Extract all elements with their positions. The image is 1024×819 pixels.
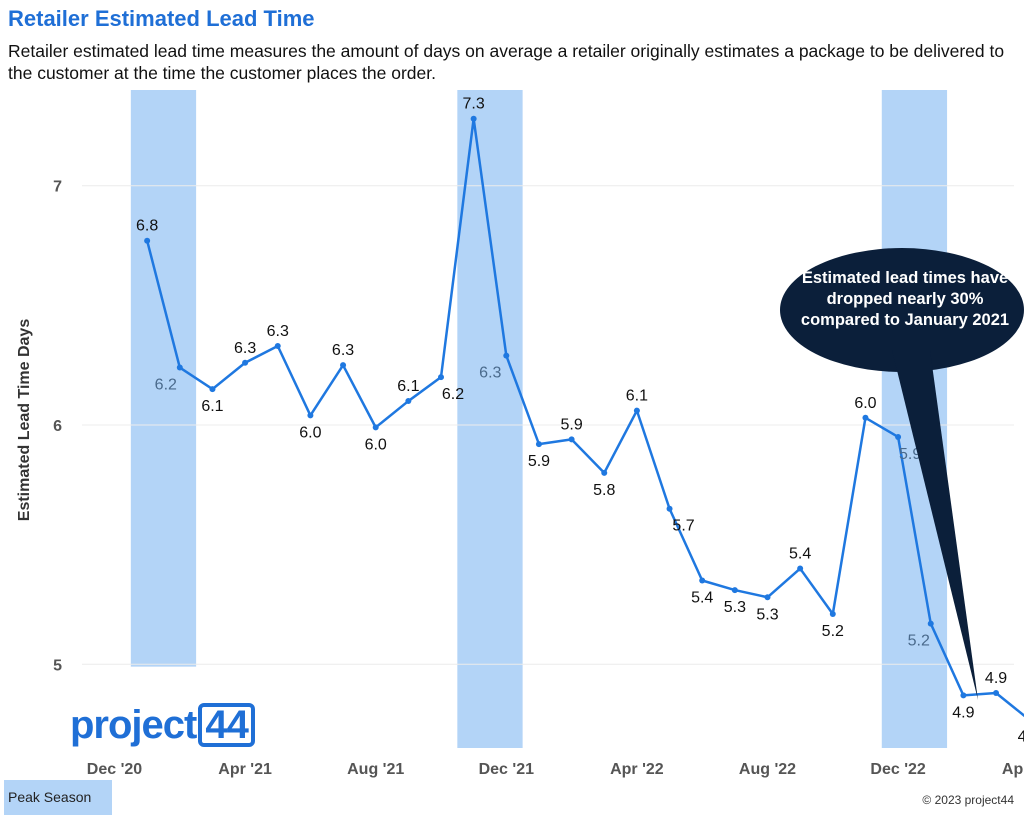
x-tick-label: Dec '21 [479, 761, 535, 778]
data-point [764, 594, 771, 601]
data-point [209, 386, 216, 393]
y-axis-label: Estimated Lead Time Days [16, 319, 33, 522]
data-label: 5.9 [560, 416, 582, 433]
data-point [340, 362, 347, 369]
data-label: 6.1 [626, 388, 648, 405]
data-label: 6.0 [299, 424, 321, 441]
data-point [960, 692, 967, 699]
data-label: 7.3 [463, 96, 485, 113]
x-tick-label: Apr '21 [218, 761, 272, 778]
data-label: 5.4 [789, 546, 811, 563]
copyright: © 2023 project44 [922, 793, 1014, 807]
data-label: 5.9 [899, 446, 921, 463]
y-tick-label: 7 [53, 179, 62, 196]
peak-season-band [457, 90, 523, 748]
data-label: 5.7 [672, 518, 694, 535]
y-tick-label: 5 [53, 657, 62, 674]
data-label: 4.9 [952, 704, 974, 721]
series-line [145, 117, 1024, 718]
data-point [699, 577, 706, 584]
x-tick-label: Dec '22 [870, 761, 926, 778]
data-point [895, 433, 902, 440]
data-point [405, 398, 412, 405]
data-point [601, 469, 608, 476]
data-label: 6.8 [136, 218, 158, 235]
data-label: 5.3 [724, 599, 746, 616]
data-label: 5.9 [528, 453, 550, 470]
data-point [829, 611, 836, 618]
data-point [666, 505, 673, 512]
data-label: 6.1 [397, 378, 419, 395]
data-label: 6.2 [155, 377, 177, 394]
data-point [731, 587, 738, 594]
data-label: 5.2 [822, 623, 844, 640]
x-tick-label: Apr '22 [610, 761, 664, 778]
data-label: 6.0 [854, 395, 876, 412]
callout-pointer [892, 350, 978, 700]
y-tick-label: 6 [53, 418, 62, 435]
project44-logo: project 44 [70, 703, 255, 748]
x-tick-label: Aug '22 [739, 761, 796, 778]
data-point [470, 115, 477, 122]
data-point [274, 343, 281, 350]
data-label: 5.2 [908, 633, 930, 650]
data-point [144, 237, 151, 244]
data-point [797, 565, 804, 572]
x-tick-label: Apr '23 [1002, 761, 1024, 778]
chart-title: Retailer Estimated Lead Time [8, 6, 315, 31]
data-label: 6.3 [332, 342, 354, 359]
data-point [242, 359, 249, 366]
data-label: 6.2 [442, 386, 464, 403]
data-label: 6.3 [267, 323, 289, 340]
data-label: 6.0 [365, 436, 387, 453]
data-point [438, 374, 444, 381]
data-point [862, 414, 869, 421]
data-point [176, 364, 183, 371]
data-label: 6.3 [234, 340, 256, 357]
data-label: 5.8 [593, 482, 615, 499]
data-label: 4.8 [1018, 728, 1024, 745]
data-point [307, 412, 314, 419]
x-tick-label: Aug '21 [347, 761, 404, 778]
callout-text: Estimated lead times have dropped nearly… [800, 269, 1010, 329]
data-label: 6.1 [201, 398, 223, 415]
data-point [372, 424, 379, 431]
data-label: 4.9 [985, 670, 1007, 687]
data-point [927, 620, 934, 627]
data-point [535, 441, 542, 448]
data-point [993, 689, 1000, 696]
data-point [503, 352, 510, 359]
chart-subtitle: Retailer estimated lead time measures th… [8, 41, 1005, 83]
callout-bubble [780, 248, 1024, 372]
legend-peak-season: Peak Season [4, 780, 112, 815]
data-point [568, 436, 575, 443]
data-point [633, 407, 640, 414]
data-label: 5.3 [756, 606, 778, 623]
x-tick-label: Dec '20 [87, 761, 143, 778]
data-label: 5.4 [691, 590, 713, 607]
data-label: 6.3 [479, 365, 501, 382]
